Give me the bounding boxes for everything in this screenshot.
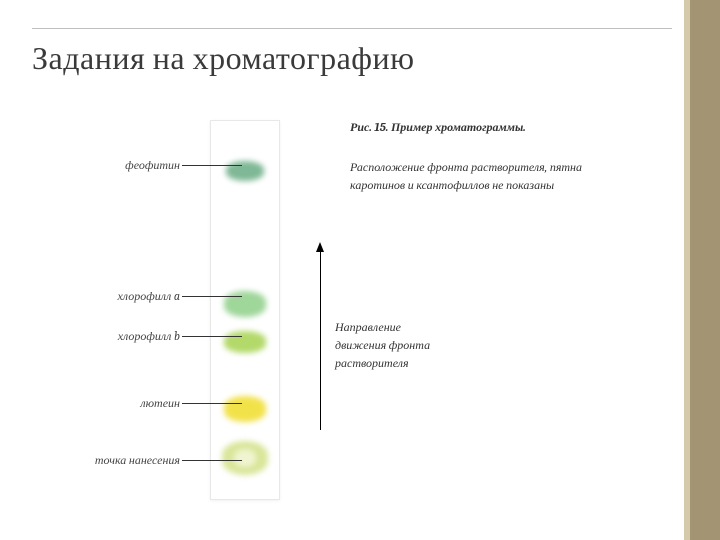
leader-chlorophyll-b [182,336,242,337]
page-title: Задания на хроматографию [32,40,415,77]
arrow-label-1: Направление [335,320,401,335]
figure-caption: Рис. 15. Пример хроматограммы. [350,120,650,135]
lutein-spot [224,396,266,422]
title-rule [32,28,672,29]
solvent-arrow-line [320,250,321,430]
leader-feofitin [182,165,242,166]
leader-lutein [182,403,242,404]
chlorophyll-a-spot [224,291,266,317]
arrow-label-2: движения фронта [335,338,430,353]
leader-chlorophyll-a [182,296,242,297]
decorative-border-inner [684,0,690,540]
chromatogram-column [210,120,280,500]
feofitin-spot [226,161,264,181]
chlorophyll-b-spot [224,331,266,353]
label-feofitin: феофитин [70,158,180,173]
figure-subtitle: Расположение фронта растворителя, пятна … [350,158,600,194]
origin-spot-inner [234,449,256,467]
solvent-arrow-head-icon [316,242,324,252]
arrow-label-3: растворителя [335,356,409,371]
label-lutein: лютеин [70,396,180,411]
label-chlorophyll-a: хлорофилл a [70,289,180,304]
label-origin: точка нанесения [70,453,180,468]
leader-origin [182,460,242,461]
decorative-border-outer [690,0,720,540]
label-chlorophyll-b: хлорофилл b [70,329,180,344]
